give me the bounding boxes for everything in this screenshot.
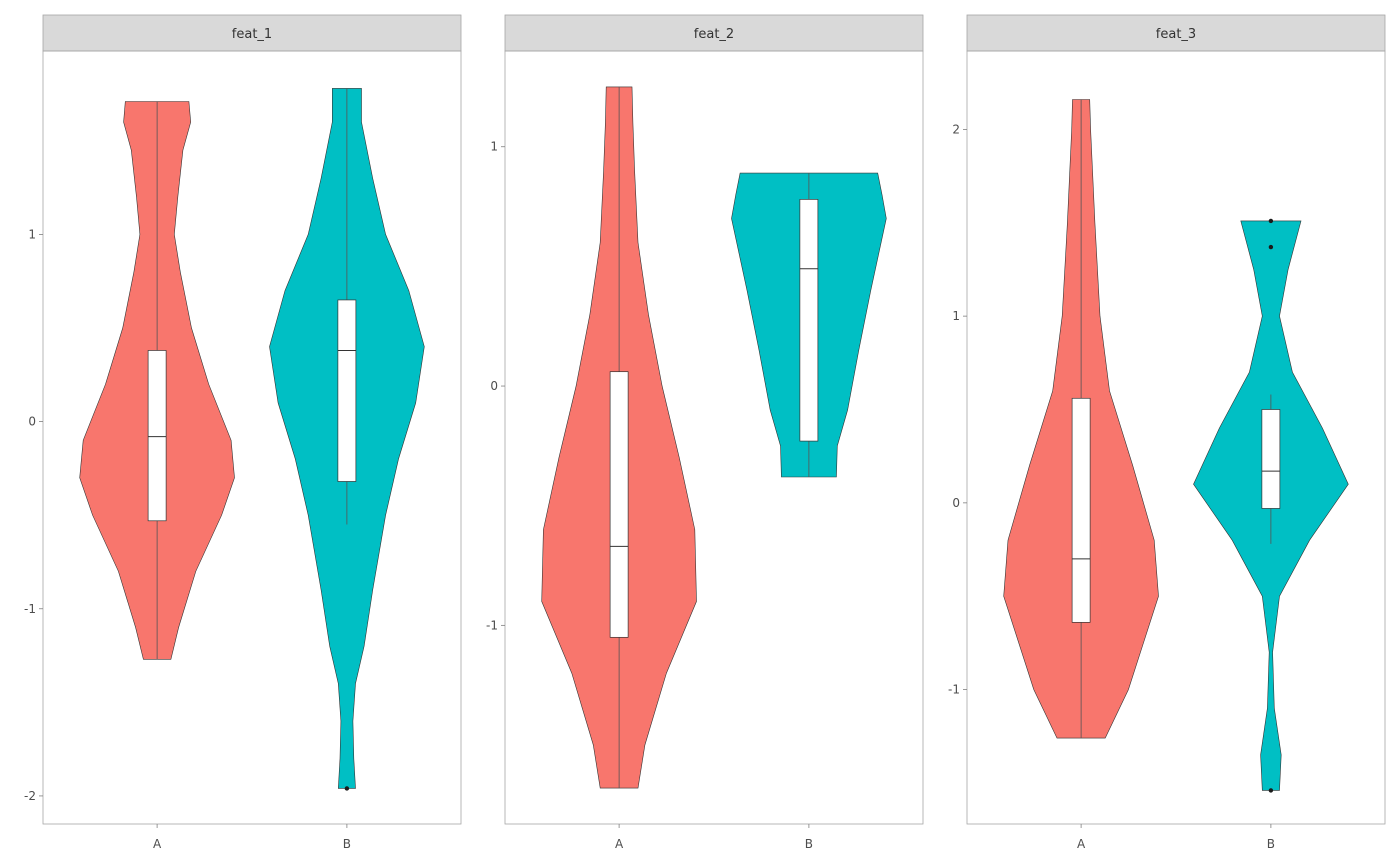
panel-border xyxy=(42,50,462,825)
violin-group-B xyxy=(1193,218,1349,793)
facet-panel-feat_3: feat_3 -1 0 1 2 A B xyxy=(948,14,1386,851)
y-tick-label: 0 xyxy=(952,496,960,510)
strip-background xyxy=(966,14,1386,52)
outlier-point xyxy=(1268,244,1274,250)
outlier-point xyxy=(1268,218,1274,224)
x-tick-label: B xyxy=(343,837,351,851)
x-tick-label: B xyxy=(1267,837,1275,851)
y-tick-label: -2 xyxy=(24,789,36,803)
violin-group-A xyxy=(79,101,235,660)
y-tick-label: 1 xyxy=(952,309,960,323)
outlier-point xyxy=(344,786,350,791)
x-tick-label: A xyxy=(1077,837,1086,851)
panel-border xyxy=(966,50,1386,825)
box-iqr xyxy=(1261,409,1281,509)
strip-label: feat_3 xyxy=(1156,27,1196,42)
violin-group-A xyxy=(541,86,697,789)
y-tick-label: 0 xyxy=(28,415,36,429)
y-tick-label: 0 xyxy=(490,379,498,393)
y-tick-label: -1 xyxy=(486,618,498,632)
y-tick-label: -1 xyxy=(24,602,36,616)
box-iqr xyxy=(147,350,167,522)
facet-panel-feat_2: feat_2 -1 0 1 A B xyxy=(486,14,924,851)
violin-group-B xyxy=(731,172,887,478)
facet-panel-feat_1: feat_1 -2 -1 0 1 A B xyxy=(24,14,462,851)
box-iqr xyxy=(1071,397,1091,623)
outlier-point xyxy=(1268,788,1274,793)
y-tick-label: 1 xyxy=(28,227,36,241)
strip-background xyxy=(504,14,924,52)
box-iqr xyxy=(337,299,357,482)
panel-border xyxy=(504,50,924,825)
y-tick-label: 1 xyxy=(490,140,498,154)
violin-group-A xyxy=(1003,99,1159,739)
x-tick-label: B xyxy=(805,837,813,851)
strip-label: feat_1 xyxy=(232,27,272,42)
x-tick-label: A xyxy=(615,837,624,851)
strip-background xyxy=(42,14,462,52)
box-iqr xyxy=(799,199,819,442)
y-tick-label: 2 xyxy=(952,122,960,136)
box-iqr xyxy=(609,371,629,638)
strip-label: feat_2 xyxy=(694,27,734,42)
y-tick-label: -1 xyxy=(948,683,960,697)
x-tick-label: A xyxy=(153,837,162,851)
violin-group-B xyxy=(269,88,425,791)
